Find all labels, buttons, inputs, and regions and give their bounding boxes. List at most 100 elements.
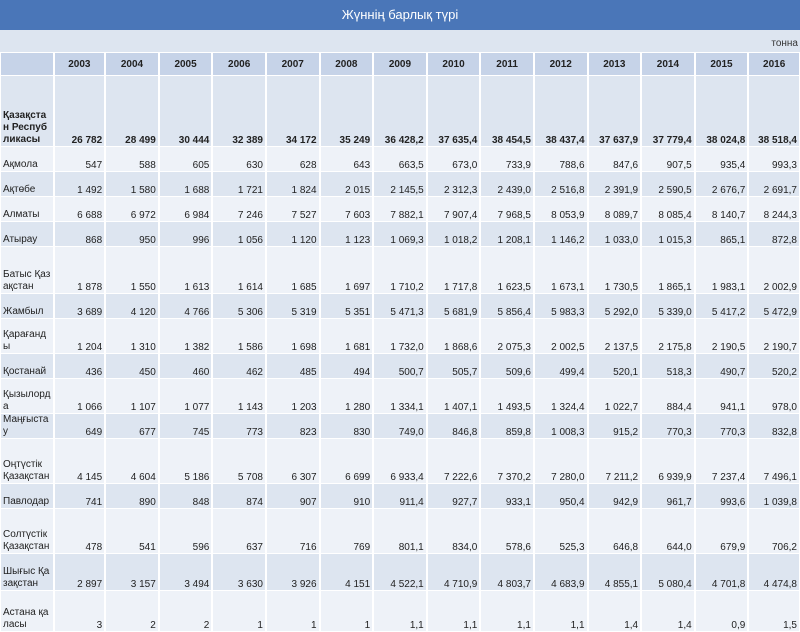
value-cell: 770,3 (642, 414, 694, 438)
value-cell: 5 472,9 (749, 294, 799, 318)
value-cell: 7 211,2 (588, 439, 641, 483)
value-cell: 5 856,4 (481, 294, 533, 318)
value-cell: 36 428,2 (374, 76, 426, 146)
value-cell: 1,4 (588, 591, 641, 631)
value-cell: 6 933,4 (374, 439, 426, 483)
unit-row: тонна (0, 30, 800, 52)
value-cell: 834,0 (427, 509, 480, 553)
value-cell: 673,0 (427, 147, 480, 171)
value-cell: 679,9 (695, 509, 748, 553)
value-cell: 911,4 (374, 484, 426, 508)
table-row: Алматы 6 688 6 972 6 984 7 246 7 527 7 603 7 88… (1, 197, 799, 221)
value-cell: 37 637,9 (588, 76, 641, 146)
value-cell: 643 (320, 147, 373, 171)
value-cell: 1 613 (159, 247, 212, 293)
value-cell: 605 (159, 147, 212, 171)
region-name: Атырау (1, 222, 53, 246)
header-year: 2015 (695, 53, 748, 75)
value-cell: 1 208,1 (481, 222, 533, 246)
value-cell: 3 157 (106, 554, 158, 590)
value-cell: 2 (159, 591, 212, 631)
value-cell: 34 172 (266, 76, 319, 146)
value-cell: 5 471,3 (374, 294, 426, 318)
header-year: 2011 (481, 53, 533, 75)
value-cell: 996 (159, 222, 212, 246)
value-cell: 749,0 (374, 414, 426, 438)
value-cell: 4 604 (106, 439, 158, 483)
value-cell: 2 002,5 (534, 319, 587, 353)
value-cell: 2 676,7 (695, 172, 748, 196)
region-name: Оңтүстік Қазақстан (1, 439, 53, 483)
value-cell: 1,1 (534, 591, 587, 631)
value-cell: 915,2 (588, 414, 641, 438)
value-cell: 35 249 (320, 76, 373, 146)
table-row: Жамбыл 3 689 4 120 4 766 5 306 5 319 5 351 5 47… (1, 294, 799, 318)
value-cell: 3 926 (266, 554, 319, 590)
value-cell: 644,0 (642, 509, 694, 553)
value-cell: 1 039,8 (749, 484, 799, 508)
value-cell: 7 968,5 (481, 197, 533, 221)
value-cell: 5 186 (159, 439, 212, 483)
value-cell: 1 033,0 (588, 222, 641, 246)
value-cell: 8 244,3 (749, 197, 799, 221)
value-cell: 1 107 (106, 379, 158, 413)
value-cell: 462 (213, 354, 265, 378)
value-cell: 868 (54, 222, 105, 246)
value-cell: 541 (106, 509, 158, 553)
table-row: Оңтүстік Қазақстан 4 145 4 604 5 186 5 708 6 … (1, 439, 799, 483)
value-cell: 4 803,7 (481, 554, 533, 590)
value-cell: 2 516,8 (534, 172, 587, 196)
table-row: Қарағанды 1 204 1 310 1 382 1 586 1 698 1 681 1… (1, 319, 799, 353)
table-row: Павлодар 741 890 848 874 907 910 911,4 927,7 933,… (1, 484, 799, 508)
value-cell: 520,2 (749, 354, 799, 378)
value-cell: 630 (213, 147, 265, 171)
value-cell: 7 882,1 (374, 197, 426, 221)
value-cell: 2 190,7 (749, 319, 799, 353)
value-cell: 770,3 (695, 414, 748, 438)
value-cell: 37 635,4 (427, 76, 480, 146)
value-cell: 38 024,8 (695, 76, 748, 146)
value-cell: 4 855,1 (588, 554, 641, 590)
value-cell: 5 708 (213, 439, 265, 483)
value-cell: 28 499 (106, 76, 158, 146)
value-cell: 6 984 (159, 197, 212, 221)
value-cell: 1 580 (106, 172, 158, 196)
value-cell: 7 496,1 (749, 439, 799, 483)
value-cell: 1 732,0 (374, 319, 426, 353)
value-cell: 646,8 (588, 509, 641, 553)
value-cell: 38 518,4 (749, 76, 799, 146)
value-cell: 1 878 (54, 247, 105, 293)
value-cell: 1 069,3 (374, 222, 426, 246)
value-cell: 494 (320, 354, 373, 378)
value-cell: 874 (213, 484, 265, 508)
value-cell: 1 (266, 591, 319, 631)
value-cell: 1 324,4 (534, 379, 587, 413)
value-cell: 1 824 (266, 172, 319, 196)
region-name: Қазақстан Республикасы (1, 76, 53, 146)
region-name: Солтүстік Қазақстан (1, 509, 53, 553)
value-cell: 1 280 (320, 379, 373, 413)
value-cell: 7 246 (213, 197, 265, 221)
value-cell: 32 389 (213, 76, 265, 146)
header-year: 2007 (266, 53, 319, 75)
value-cell: 1 (320, 591, 373, 631)
value-cell: 1 204 (54, 319, 105, 353)
value-cell: 1 146,2 (534, 222, 587, 246)
value-cell: 6 307 (266, 439, 319, 483)
value-cell: 2 145,5 (374, 172, 426, 196)
value-cell: 4 474,8 (749, 554, 799, 590)
value-cell: 4 710,9 (427, 554, 480, 590)
value-cell: 663,5 (374, 147, 426, 171)
value-cell: 509,6 (481, 354, 533, 378)
value-cell: 769 (320, 509, 373, 553)
header-year: 2009 (374, 53, 426, 75)
value-cell: 2 590,5 (642, 172, 694, 196)
value-cell: 2 002,9 (749, 247, 799, 293)
value-cell: 2 312,3 (427, 172, 480, 196)
header-year: 2010 (427, 53, 480, 75)
value-cell: 5 983,3 (534, 294, 587, 318)
header-year: 2016 (749, 53, 799, 75)
value-cell: 518,3 (642, 354, 694, 378)
value-cell: 848 (159, 484, 212, 508)
value-cell: 1 586 (213, 319, 265, 353)
